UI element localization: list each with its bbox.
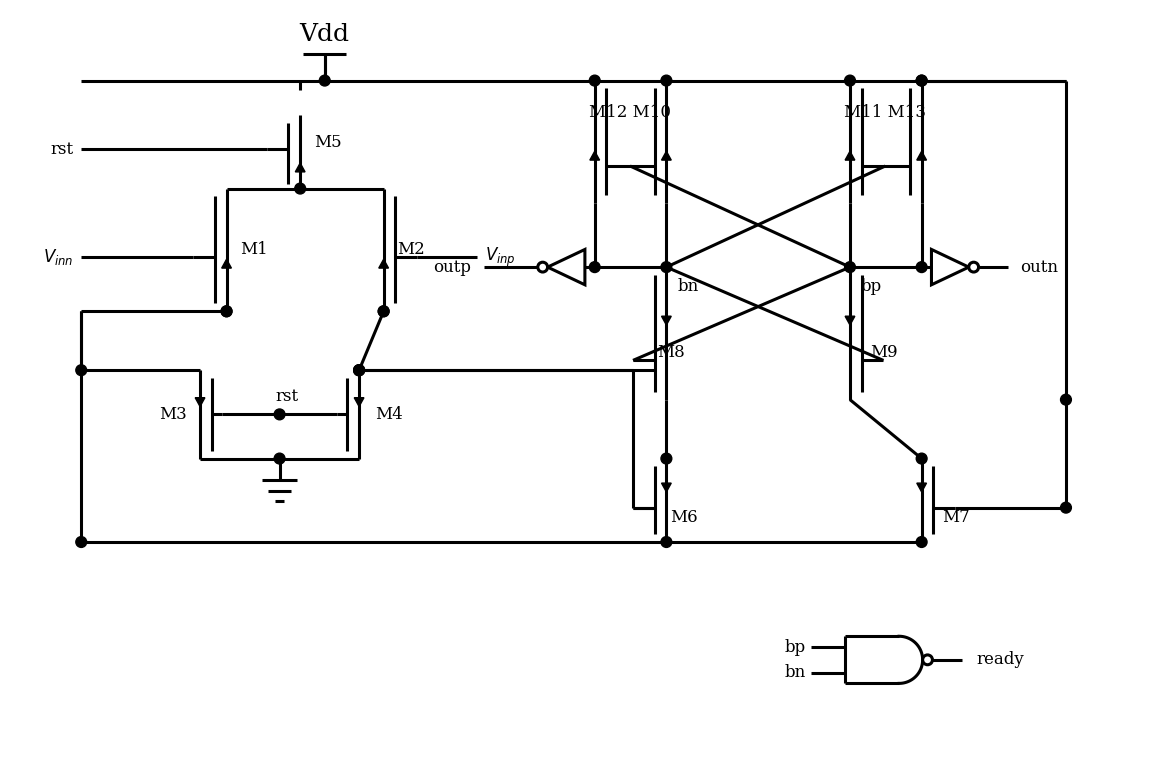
Text: M6: M6	[670, 509, 698, 526]
Text: M5: M5	[314, 134, 342, 151]
Circle shape	[917, 75, 927, 86]
Polygon shape	[221, 259, 232, 268]
Circle shape	[661, 536, 672, 547]
Circle shape	[221, 306, 232, 317]
Text: bp: bp	[861, 278, 882, 295]
Text: $V_{inp}$: $V_{inp}$	[484, 245, 516, 269]
Circle shape	[917, 75, 927, 86]
Text: outp: outp	[433, 258, 471, 276]
Polygon shape	[355, 398, 364, 406]
Text: bn: bn	[785, 664, 806, 681]
Circle shape	[75, 365, 87, 376]
Polygon shape	[845, 316, 855, 325]
Circle shape	[378, 306, 389, 317]
Polygon shape	[662, 316, 671, 325]
Circle shape	[589, 261, 600, 273]
Polygon shape	[379, 259, 388, 268]
Polygon shape	[917, 483, 926, 492]
Polygon shape	[662, 152, 671, 160]
Text: M12 M10: M12 M10	[589, 104, 671, 121]
Circle shape	[969, 262, 978, 272]
Circle shape	[1060, 502, 1071, 513]
Circle shape	[275, 409, 285, 420]
Circle shape	[320, 75, 330, 86]
Polygon shape	[662, 483, 671, 492]
Circle shape	[845, 75, 855, 86]
Text: ready: ready	[977, 652, 1025, 668]
Text: $V_{inn}$: $V_{inn}$	[43, 248, 73, 267]
Circle shape	[923, 655, 933, 664]
Polygon shape	[845, 152, 855, 160]
Circle shape	[661, 453, 672, 464]
Text: bp: bp	[785, 639, 806, 655]
Text: M2: M2	[398, 241, 425, 258]
Polygon shape	[296, 163, 305, 172]
Text: Vdd: Vdd	[300, 23, 350, 46]
Circle shape	[845, 261, 855, 273]
Circle shape	[917, 536, 927, 547]
Text: M7: M7	[942, 509, 970, 526]
Circle shape	[221, 306, 232, 317]
Circle shape	[538, 262, 547, 272]
Polygon shape	[590, 152, 599, 160]
Polygon shape	[917, 152, 926, 160]
Circle shape	[294, 183, 306, 194]
Text: M11 M13: M11 M13	[844, 104, 926, 121]
Circle shape	[917, 453, 927, 464]
Circle shape	[353, 365, 364, 376]
Circle shape	[661, 75, 672, 86]
Text: rst: rst	[276, 388, 299, 405]
Text: M8: M8	[657, 344, 685, 361]
Text: M3: M3	[159, 406, 187, 423]
Text: M1: M1	[240, 241, 268, 258]
Text: M4: M4	[374, 406, 402, 423]
Text: outn: outn	[1020, 258, 1058, 276]
Text: rst: rst	[50, 141, 73, 158]
Circle shape	[1060, 394, 1071, 405]
Circle shape	[589, 75, 600, 86]
Text: M9: M9	[870, 344, 898, 361]
Circle shape	[353, 365, 364, 376]
Text: bn: bn	[677, 278, 699, 295]
Circle shape	[661, 261, 672, 273]
Circle shape	[917, 261, 927, 273]
Circle shape	[378, 306, 389, 317]
Circle shape	[353, 365, 364, 376]
Polygon shape	[195, 398, 205, 406]
Circle shape	[75, 536, 87, 547]
Circle shape	[275, 453, 285, 464]
